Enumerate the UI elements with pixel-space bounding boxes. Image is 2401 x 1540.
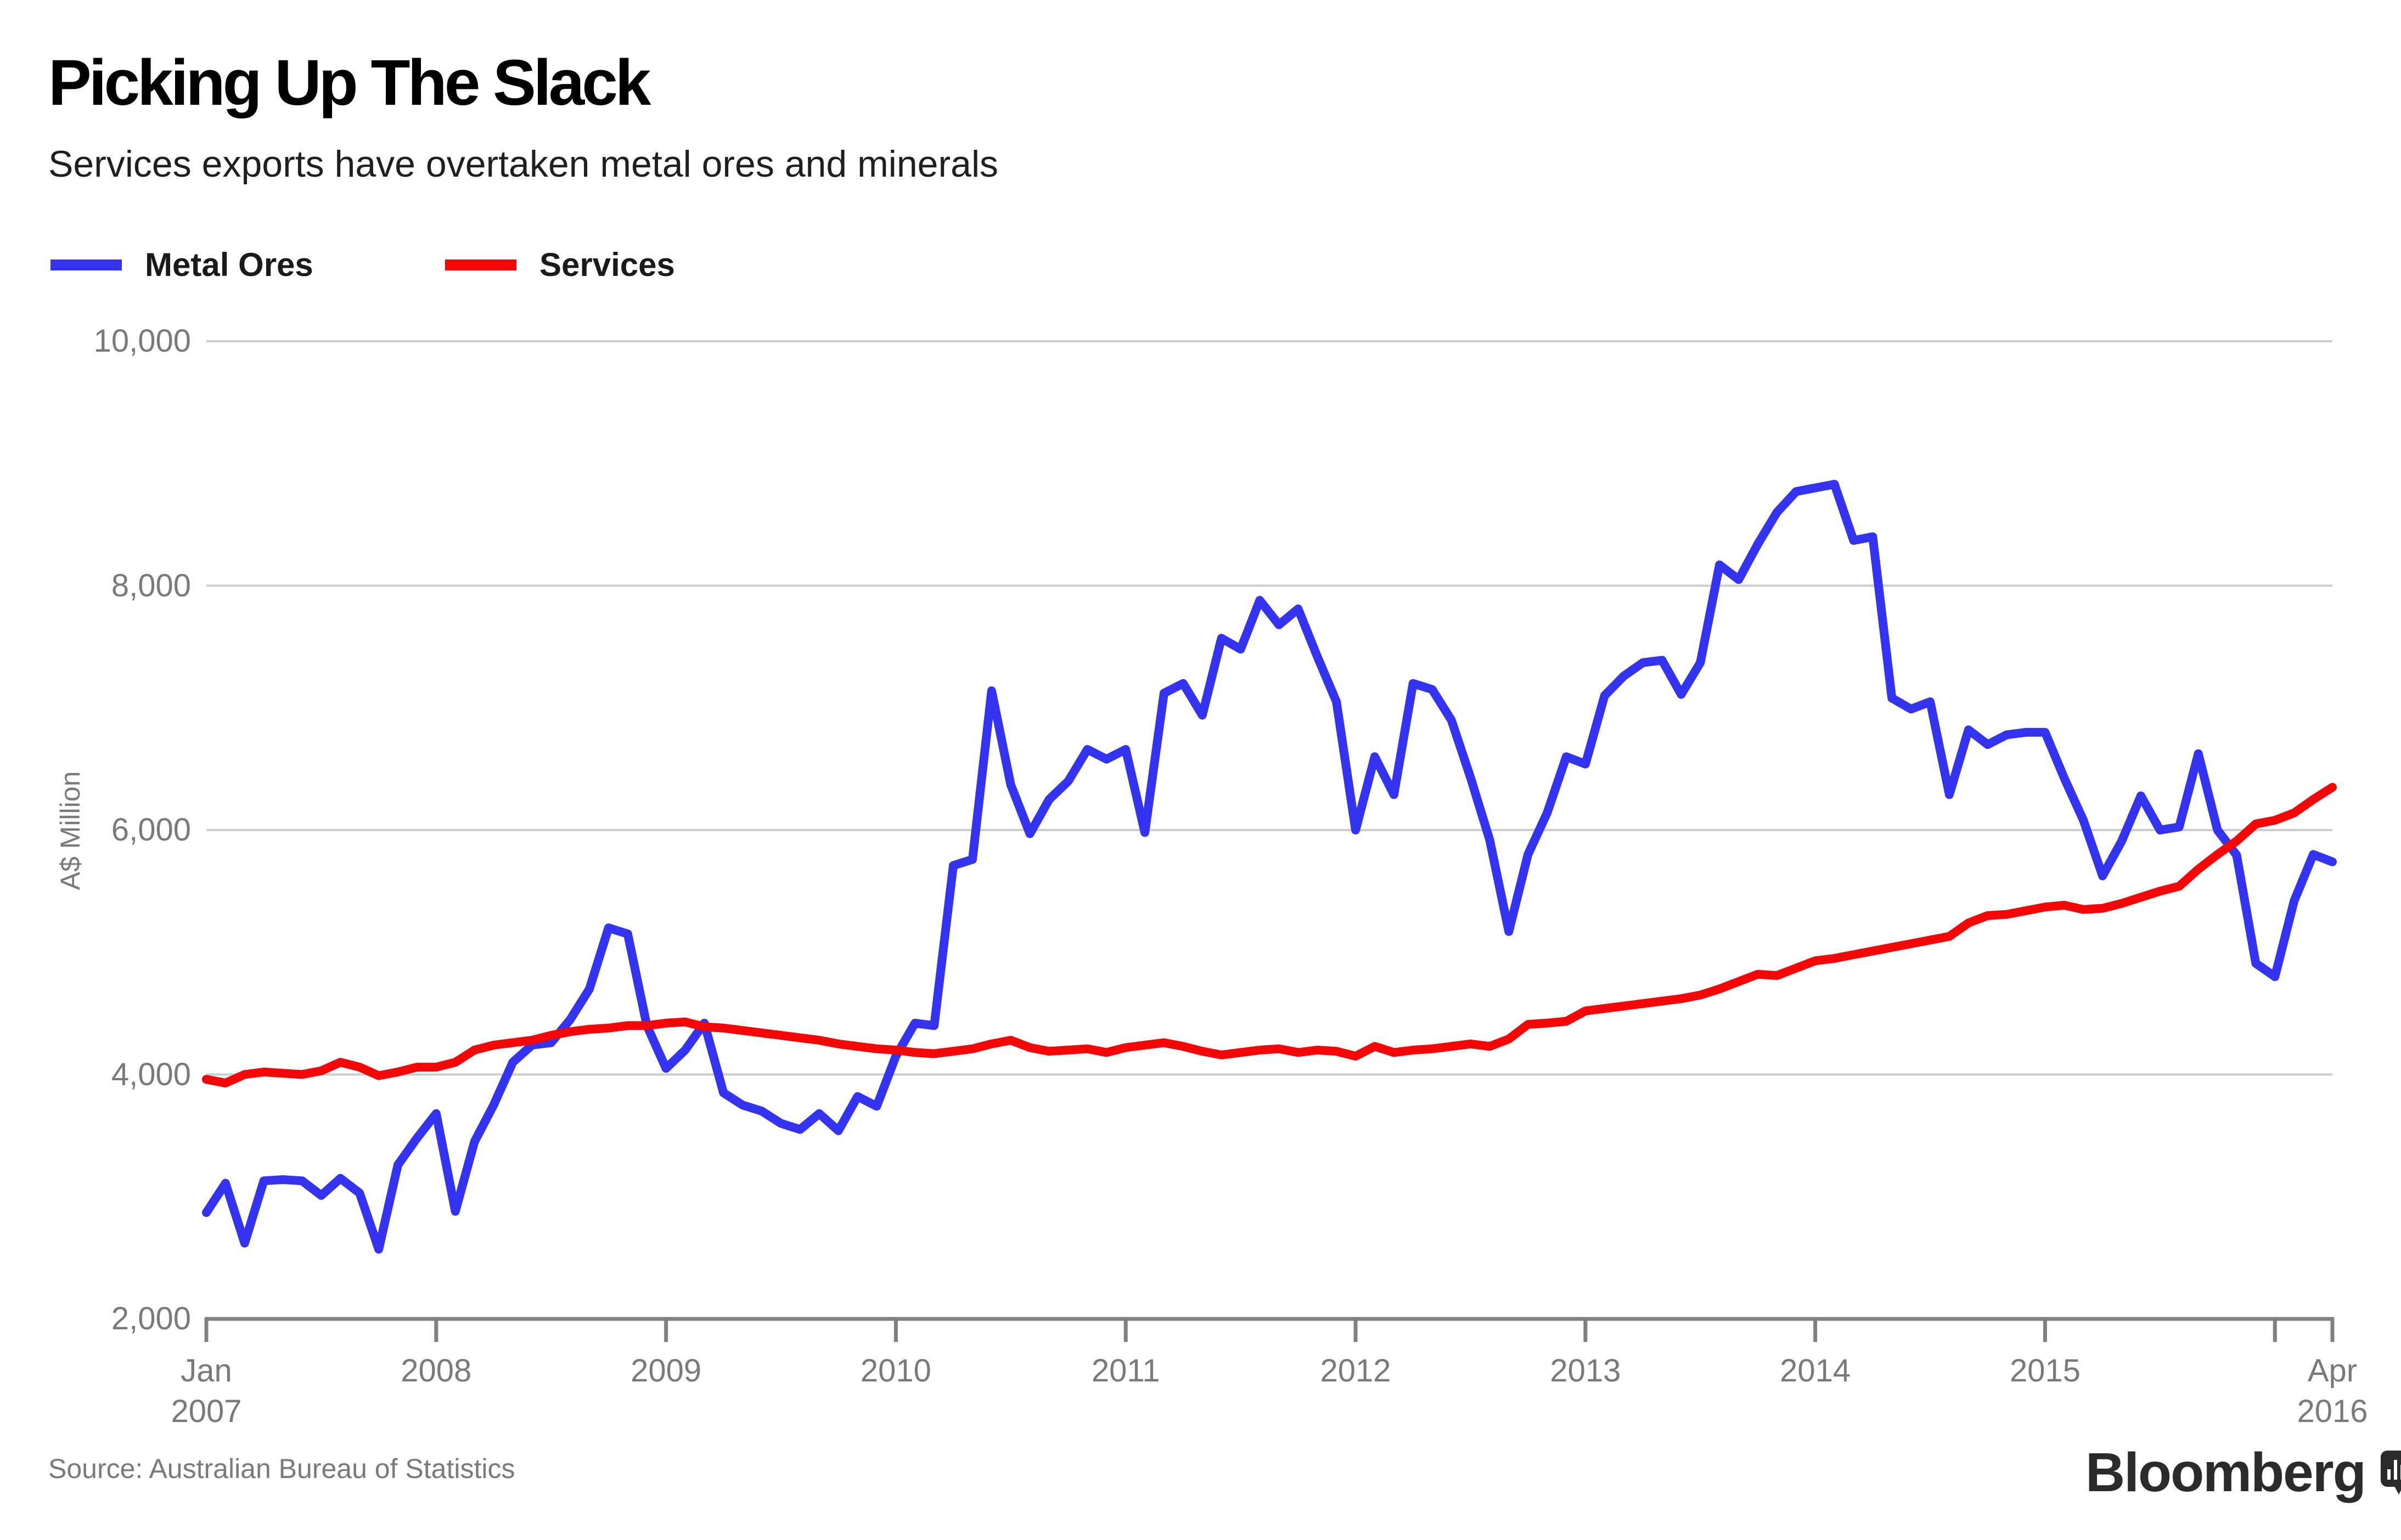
services-swatch-icon bbox=[445, 260, 516, 270]
y-tick-label-8,000: 8,000 bbox=[111, 567, 191, 603]
legend-label-metal-ores: Metal Ores bbox=[145, 246, 313, 283]
series-line-services bbox=[202, 783, 2337, 1088]
legend-item-metal-ores: Metal Ores bbox=[50, 244, 313, 286]
x-tick-label-2011: 2011 bbox=[1091, 1353, 1160, 1389]
bloomberg-branding: Bloomberg bbox=[2085, 1443, 2401, 1500]
x-tick-label-Jan-2007: Jan 2007 bbox=[171, 1353, 242, 1429]
x-tick-label-2010: 2010 bbox=[860, 1353, 931, 1389]
source-credit: Source: Australian Bureau of Statistics bbox=[48, 1453, 515, 1484]
legend-item-services: Services bbox=[445, 244, 675, 286]
x-tick-label-2015: 2015 bbox=[2009, 1353, 2081, 1389]
chart-title: Picking Up The Slack bbox=[48, 47, 651, 119]
bloomberg-chart-bubble-icon bbox=[2380, 1451, 2401, 1494]
x-tick-label-2013: 2013 bbox=[1550, 1353, 1621, 1389]
series-line-metal-ores bbox=[202, 480, 2337, 1254]
legend-label-services: Services bbox=[539, 246, 675, 283]
x-tick-label-2009: 2009 bbox=[631, 1353, 702, 1389]
x-tick-label-2014: 2014 bbox=[1780, 1353, 1851, 1389]
y-tick-label-10,000: 10,000 bbox=[93, 323, 191, 359]
x-tick-label-Apr-2016: Apr 2016 bbox=[2297, 1353, 2368, 1429]
bloomberg-wordmark: Bloomberg bbox=[2085, 1442, 2366, 1503]
metal-ores-swatch-icon bbox=[50, 260, 122, 270]
y-tick-label-6,000: 6,000 bbox=[111, 812, 191, 848]
y-tick-label-2,000: 2,000 bbox=[111, 1301, 191, 1336]
chart-subtitle: Services exports have overtaken metal or… bbox=[48, 143, 999, 185]
x-tick-label-2012: 2012 bbox=[1320, 1353, 1391, 1389]
y-tick-label-4,000: 4,000 bbox=[111, 1056, 191, 1092]
x-tick-label-2008: 2008 bbox=[401, 1353, 472, 1389]
